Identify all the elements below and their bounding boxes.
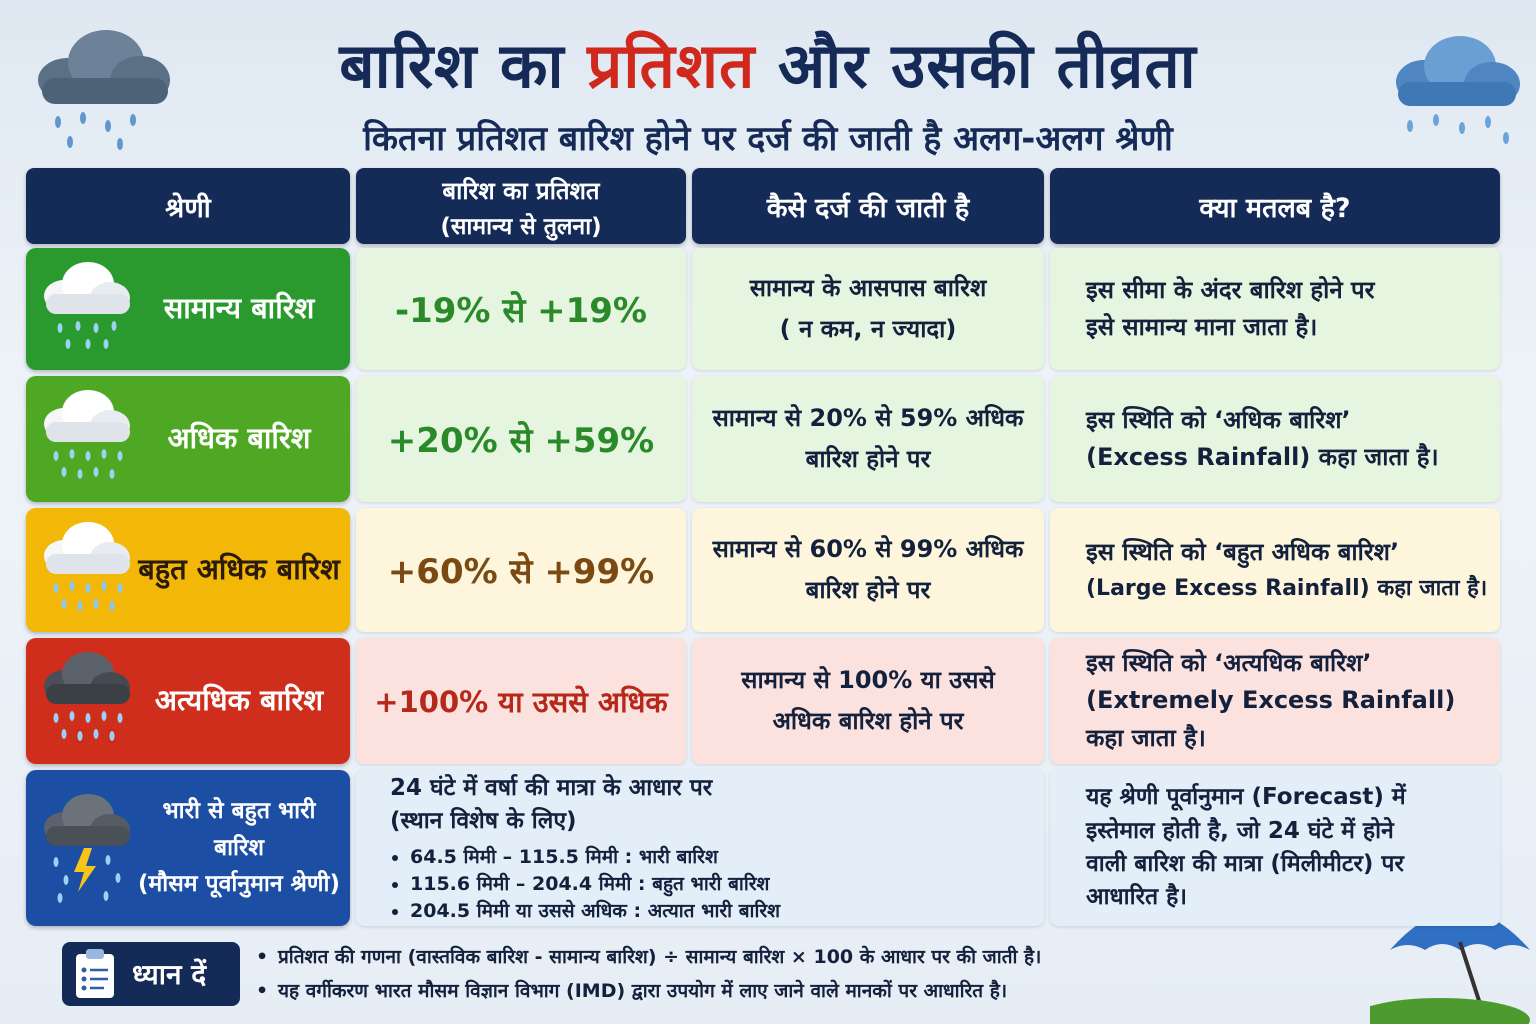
rain-cloud-white-icon bbox=[44, 390, 130, 479]
meaning-large-excess: इस स्थिति को ‘बहुत अधिक बारिश’ (Large Ex… bbox=[1050, 508, 1500, 632]
clipboard-icon bbox=[76, 949, 114, 998]
note-label: ध्यान दें bbox=[132, 958, 207, 991]
meaning-normal: इस सीमा के अंदर बारिश होने पर इसे सामान्… bbox=[1050, 248, 1500, 370]
percent-excess: +20% से +59% bbox=[356, 376, 686, 502]
category-heavy-sublabel: (मौसम पूर्वानुमान श्रेणी) bbox=[138, 871, 340, 898]
how-excess-line-2: बारिश होने पर bbox=[805, 445, 931, 473]
notes-list: • प्रतिशत की गणना (वास्तविक बारिश - सामान… bbox=[256, 940, 1041, 1008]
meaning-extreme-line-3: कहा जाता है। bbox=[1086, 723, 1206, 752]
category-excess: अधिक बारिश bbox=[26, 376, 350, 502]
category-excess-label: अधिक बारिश bbox=[167, 421, 311, 456]
header-percent-label: बारिश का प्रतिशत bbox=[442, 176, 600, 205]
meaning-normal-line-2: इसे सामान्य माना जाता है। bbox=[1086, 313, 1318, 341]
meaning-heavy-line-2: इस्तेमाल होती है, जो 24 घंटे में होने bbox=[1086, 817, 1394, 844]
meaning-excess: इस स्थिति को ‘अधिक बारिश’ (Excess Rainfa… bbox=[1050, 376, 1500, 502]
list-item: 115.6 मिमी – 204.4 मिमी : बहुत भारी बारि… bbox=[410, 871, 1044, 898]
list-item: 64.5 मिमी – 115.5 मिमी : भारी बारिश bbox=[410, 844, 1044, 871]
header-category-label: श्रेणी bbox=[165, 192, 211, 224]
how-large-excess: सामान्य से 60% से 99% अधिक बारिश होने पर bbox=[692, 508, 1044, 632]
category-extreme: अत्यधिक बारिश bbox=[26, 638, 350, 764]
percent-normal: -19% से +19% bbox=[356, 248, 686, 370]
note-line-2: यह वर्गीकरण भारत मौसम विज्ञान विभाग (IMD… bbox=[278, 980, 1008, 1002]
how-normal-line-2: ( न कम, न ज्यादा) bbox=[779, 315, 957, 343]
how-extreme-line-1: सामान्य से 100% या उससे bbox=[741, 666, 995, 695]
meaning-excess-line-1: इस स्थिति को ‘अधिक बारिश’ bbox=[1086, 405, 1351, 434]
heavy-intro-line-1: 24 घंटे में वर्षा की मात्रा के आधार पर bbox=[390, 774, 713, 801]
meaning-extreme-line-1: इस स्थिति को ‘अत्यधिक बारिश’ bbox=[1086, 649, 1372, 678]
meaning-large-excess-line-2: (Large Excess Rainfall) कहा जाता है। bbox=[1086, 575, 1488, 601]
how-excess: सामान्य से 20% से 59% अधिक बारिश होने पर bbox=[692, 376, 1044, 502]
meaning-normal-line-1: इस सीमा के अंदर बारिश होने पर bbox=[1086, 275, 1375, 304]
page-subtitle: कितना प्रतिशत बारिश होने पर दर्ज की जाती… bbox=[363, 119, 1173, 159]
header-category: श्रेणी bbox=[26, 168, 350, 244]
how-extreme-line-2: अधिक बारिश होने पर bbox=[772, 707, 964, 735]
title-highlight: प्रतिशत bbox=[587, 29, 756, 102]
header-how: कैसे दर्ज की जाती है bbox=[692, 168, 1044, 244]
rain-cloud-white-icon bbox=[44, 522, 130, 611]
title-text-2: और उसकी तीव्रता bbox=[755, 29, 1197, 102]
how-normal-line-1: सामान्य के आसपास बारिश bbox=[749, 274, 987, 303]
meaning-heavy-line-4: आधारित है। bbox=[1086, 884, 1188, 911]
header-how-label: कैसे दर्ज की जाती है bbox=[766, 192, 970, 224]
meaning-heavy-line-1: यह श्रेणी पूर्वानुमान (Forecast) में bbox=[1086, 784, 1406, 811]
how-normal: सामान्य के आसपास बारिश ( न कम, न ज्यादा) bbox=[692, 248, 1044, 370]
category-heavy: भारी से बहुत भारी बारिश (मौसम पूर्वानुमा… bbox=[26, 770, 350, 926]
percent-extreme: +100% या उससे अधिक bbox=[356, 638, 686, 764]
note-badge: ध्यान दें bbox=[62, 942, 240, 1006]
category-extreme-label: अत्यधिक बारिश bbox=[154, 683, 324, 718]
header-percent: बारिश का प्रतिशत (सामान्य से तुलना) bbox=[356, 168, 686, 244]
page-title: बारिश का प्रतिशत और उसकी तीव्रता bbox=[0, 22, 1536, 106]
meaning-extreme: इस स्थिति को ‘अत्यधिक बारिश’ (Extremely … bbox=[1050, 638, 1500, 764]
heavy-rain-criteria: 24 घंटे में वर्षा की मात्रा के आधार पर (… bbox=[356, 770, 1044, 926]
meaning-excess-line-2: (Excess Rainfall) कहा जाता है। bbox=[1086, 443, 1439, 471]
rain-cloud-dark-icon bbox=[44, 652, 130, 741]
meaning-heavy-line-3: वाली बारिश की मात्रा (मिलीमीटर) पर bbox=[1086, 851, 1404, 877]
percent-excess-value: +20% से +59% bbox=[387, 421, 655, 461]
corner-cloud-right-icon bbox=[1396, 36, 1520, 144]
percent-normal-value: -19% से +19% bbox=[394, 291, 648, 331]
meaning-extreme-line-2: (Extremely Excess Rainfall) bbox=[1086, 686, 1456, 715]
how-large-excess-line-2: बारिश होने पर bbox=[805, 576, 931, 604]
corner-cloud-left-icon bbox=[38, 30, 170, 150]
meaning-heavy: यह श्रेणी पूर्वानुमान (Forecast) में इस्… bbox=[1050, 770, 1500, 926]
list-item: • प्रतिशत की गणना (वास्तविक बारिश - सामान… bbox=[256, 946, 1042, 968]
category-large-excess-label: बहुत अधिक बारिश bbox=[138, 552, 340, 587]
percent-large-excess: +60% से +99% bbox=[356, 508, 686, 632]
list-item: • यह वर्गीकरण भारत मौसम विज्ञान विभाग (IM… bbox=[256, 980, 1008, 1002]
category-normal-label: सामान्य बारिश bbox=[163, 291, 315, 326]
heavy-criteria-list: 64.5 मिमी – 115.5 मिमी : भारी बारिश 115.… bbox=[390, 844, 1044, 924]
header-meaning: क्या मतलब है? bbox=[1050, 168, 1500, 244]
category-heavy-label: भारी से बहुत भारी बारिश bbox=[162, 797, 316, 861]
title-text-1: बारिश का bbox=[339, 29, 588, 102]
meaning-large-excess-line-1: इस स्थिति को ‘बहुत अधिक बारिश’ bbox=[1086, 538, 1400, 567]
category-normal: सामान्य बारिश bbox=[26, 248, 350, 370]
how-excess-line-1: सामान्य से 20% से 59% अधिक bbox=[712, 404, 1024, 433]
percent-extreme-value: +100% या उससे अधिक bbox=[374, 684, 668, 719]
list-item: 204.5 मिमी या उससे अधिक : अत्यात भारी बा… bbox=[410, 898, 1044, 925]
percent-large-excess-value: +60% से +99% bbox=[387, 552, 655, 592]
how-extreme: सामान्य से 100% या उससे अधिक बारिश होने … bbox=[692, 638, 1044, 764]
thunderstorm-cloud-icon bbox=[44, 794, 130, 903]
header-meaning-label: क्या मतलब है? bbox=[1199, 192, 1351, 224]
header-percent-sublabel: (सामान्य से तुलना) bbox=[440, 213, 602, 240]
note-line-1: प्रतिशत की गणना (वास्तविक बारिश - सामान्… bbox=[278, 946, 1042, 968]
heavy-intro-line-2: (स्थान विशेष के लिए) bbox=[390, 808, 577, 835]
how-large-excess-line-1: सामान्य से 60% से 99% अधिक bbox=[712, 535, 1024, 564]
category-large-excess: बहुत अधिक बारिश bbox=[26, 508, 350, 632]
rain-cloud-white-icon bbox=[44, 262, 130, 349]
